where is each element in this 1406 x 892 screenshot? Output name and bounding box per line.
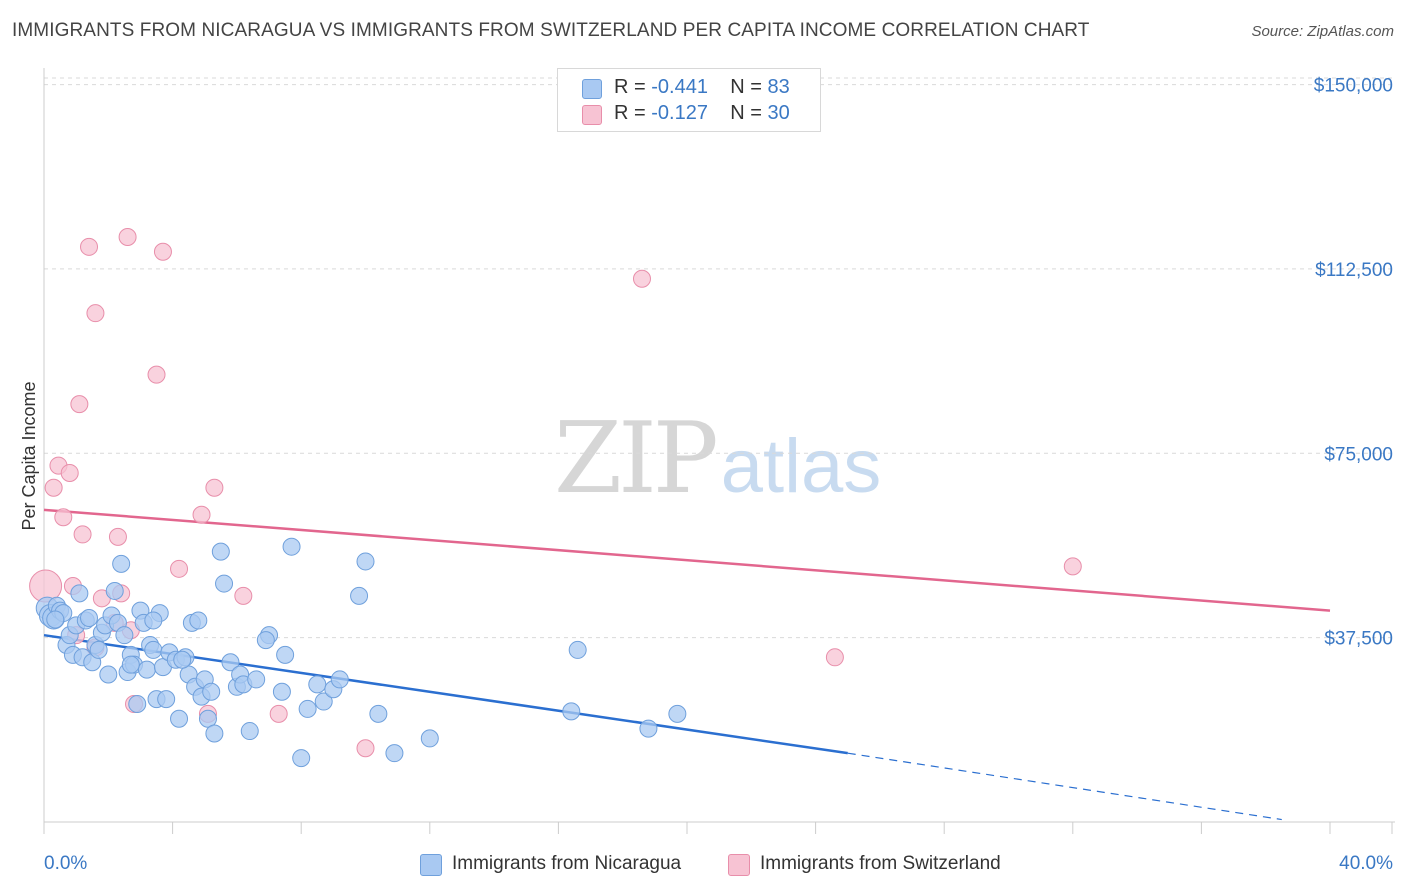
point-switzerland <box>234 586 253 605</box>
point-switzerland <box>205 478 224 497</box>
point-nicaragua <box>276 645 295 664</box>
point-nicaragua <box>568 640 587 659</box>
point-nicaragua <box>272 682 291 701</box>
point-switzerland <box>118 227 137 246</box>
point-nicaragua <box>369 704 388 723</box>
legend-n-value: 83 <box>767 76 790 98</box>
point-nicaragua <box>137 660 156 679</box>
point-nicaragua <box>292 749 311 768</box>
point-nicaragua <box>420 729 439 748</box>
point-switzerland <box>80 237 99 256</box>
legend-n-value: 30 <box>767 102 790 124</box>
point-nicaragua <box>115 626 134 645</box>
correlation-legend: R = -0.441 N = 83 R = -0.127 N = 30 <box>557 68 821 132</box>
point-nicaragua <box>144 640 163 659</box>
point-nicaragua <box>221 653 240 672</box>
point-nicaragua <box>385 744 404 763</box>
watermark-atlas: atlas <box>720 424 882 509</box>
point-switzerland <box>44 478 63 497</box>
legend-swatch-switzerland <box>582 105 602 125</box>
point-nicaragua <box>105 581 124 600</box>
point-nicaragua <box>350 586 369 605</box>
point-nicaragua <box>121 655 140 674</box>
x-tick-label: 0.0% <box>44 853 87 874</box>
gridlines <box>44 77 1395 639</box>
point-nicaragua <box>562 702 581 721</box>
watermark: ZIPatlas <box>554 402 881 516</box>
point-nicaragua <box>80 608 99 627</box>
y-axis-label: Per Capita Income <box>19 381 39 530</box>
legend-r-label: R = <box>614 102 646 124</box>
legend-r-label: R = <box>614 76 646 98</box>
point-nicaragua <box>356 552 375 571</box>
point-nicaragua <box>202 682 221 701</box>
y-tick-label: $37,500 <box>1324 629 1393 650</box>
bottom-legend-swatch-switzerland <box>728 854 750 876</box>
point-nicaragua <box>298 699 317 718</box>
legend-n-label: N = <box>730 76 762 98</box>
point-nicaragua <box>46 610 65 629</box>
point-switzerland <box>170 559 189 578</box>
point-nicaragua <box>282 537 301 556</box>
point-switzerland <box>60 463 79 482</box>
x-tick-label: 40.0% <box>1339 853 1393 874</box>
point-nicaragua <box>89 640 108 659</box>
point-switzerland <box>153 242 172 261</box>
bottom-legend-label-nicaragua: Immigrants from Nicaragua <box>452 853 682 874</box>
point-nicaragua <box>144 611 163 630</box>
watermark-zip: ZIP <box>554 402 719 516</box>
trend-line-switzerland <box>43 508 1331 612</box>
point-nicaragua <box>173 650 192 669</box>
legend-n-label: N = <box>730 102 762 124</box>
bottom-legend-label-switzerland: Immigrants from Switzerland <box>760 853 1001 874</box>
legend-r-value: -0.441 <box>651 76 708 98</box>
point-nicaragua <box>314 692 333 711</box>
point-nicaragua <box>215 574 234 593</box>
bottom-legend-swatch-nicaragua <box>420 854 442 876</box>
point-nicaragua <box>170 709 189 728</box>
y-tick-label: $75,000 <box>1324 444 1393 465</box>
point-nicaragua <box>205 724 224 743</box>
point-switzerland <box>108 527 127 546</box>
trend-line-nicaragua-extension <box>847 752 1282 821</box>
point-switzerland <box>269 704 288 723</box>
point-nicaragua <box>256 631 275 650</box>
tick-labels: $37,500 $75,000 $112,500 $150,000 0.0% 40.0% <box>44 76 1393 874</box>
y-tick-label: $150,000 <box>1314 76 1393 97</box>
point-nicaragua <box>112 554 131 573</box>
point-nicaragua <box>70 584 89 603</box>
point-switzerland <box>192 505 211 524</box>
axes <box>43 68 1395 834</box>
point-switzerland <box>54 508 73 527</box>
point-switzerland <box>825 648 844 667</box>
legend-r-value: -0.127 <box>651 102 708 124</box>
point-nicaragua <box>639 719 658 738</box>
point-nicaragua <box>240 722 259 741</box>
point-nicaragua <box>189 611 208 630</box>
point-nicaragua <box>157 690 176 709</box>
point-nicaragua <box>308 675 327 694</box>
point-nicaragua <box>668 704 687 723</box>
data-points <box>29 227 1082 768</box>
point-nicaragua <box>99 665 118 684</box>
point-switzerland <box>73 525 92 544</box>
source-label: Source: ZipAtlas.com <box>1251 23 1394 40</box>
legend-swatch-nicaragua <box>582 79 602 99</box>
point-nicaragua <box>211 542 230 561</box>
point-nicaragua <box>247 670 266 689</box>
y-tick-label: $112,500 <box>1315 260 1393 281</box>
point-switzerland <box>632 269 651 288</box>
point-nicaragua <box>330 670 349 689</box>
point-switzerland <box>86 304 105 323</box>
point-switzerland <box>70 395 89 414</box>
chart-title: IMMIGRANTS FROM NICARAGUA VS IMMIGRANTS … <box>12 20 1090 41</box>
point-switzerland <box>1063 557 1082 576</box>
point-switzerland <box>356 739 375 758</box>
point-nicaragua <box>128 695 147 714</box>
point-switzerland <box>147 365 166 384</box>
